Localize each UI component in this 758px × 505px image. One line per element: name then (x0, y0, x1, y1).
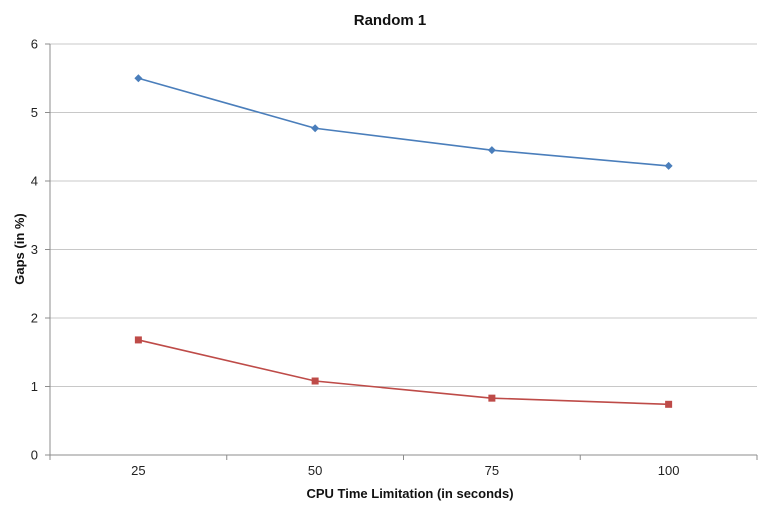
series-line (138, 339, 669, 406)
x-tick-label: 100 (658, 463, 680, 478)
data-point-square (134, 336, 142, 344)
y-tick-label: 2 (31, 311, 38, 326)
y-tick-label: 6 (31, 37, 38, 52)
data-point-square (488, 394, 496, 402)
x-axis-title: CPU Time Limitation (in seconds) (306, 486, 513, 501)
axes (45, 43, 758, 460)
series-line (138, 77, 669, 167)
series-2 (134, 336, 673, 408)
data-point-diamond (311, 124, 320, 133)
y-tick-label: 0 (31, 448, 38, 463)
series-1 (134, 74, 673, 170)
y-tick-label: 4 (31, 174, 38, 189)
y-tick-label: 1 (31, 379, 38, 394)
chart-title: Random 1 (354, 12, 427, 29)
x-tick-labels: 25 50 75 100 (131, 463, 679, 478)
data-point-diamond (487, 146, 496, 155)
y-tick-label: 3 (31, 242, 38, 257)
series (134, 74, 673, 408)
gridlines (50, 43, 757, 387)
data-point-square (665, 400, 673, 408)
x-tick-label: 25 (131, 463, 145, 478)
y-tick-labels: 0 1 2 3 4 5 6 (31, 37, 38, 463)
y-axis-title: Gaps (in %) (12, 213, 27, 285)
y-tick-label: 5 (31, 105, 38, 120)
data-point-diamond (664, 161, 673, 170)
x-tick-label: 75 (485, 463, 499, 478)
data-point-square (311, 377, 319, 385)
data-point-diamond (134, 74, 143, 83)
x-tick-label: 50 (308, 463, 322, 478)
